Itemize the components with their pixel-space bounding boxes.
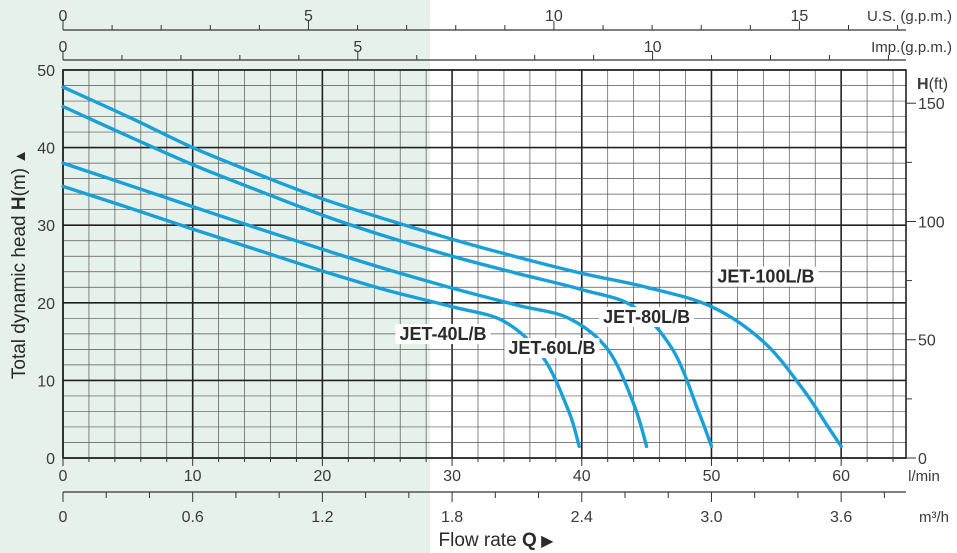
usgpm-tick-label: 10 bbox=[545, 8, 563, 25]
hft-tick-label: 50 bbox=[918, 333, 936, 350]
lmin-tick-label: 20 bbox=[313, 468, 331, 485]
impgpm-unit: Imp.(g.p.m.) bbox=[871, 39, 952, 56]
hm-tick-label: 30 bbox=[37, 218, 55, 235]
m3h-tick-label: 3.0 bbox=[700, 509, 722, 526]
usgpm-unit: U.S. (g.p.m.) bbox=[867, 8, 952, 25]
m3h-tick-label: 2.4 bbox=[571, 509, 593, 526]
m3h-tick-label: 1.2 bbox=[311, 509, 333, 526]
series-jet-40l-b-label: JET-40L/B bbox=[399, 324, 486, 344]
series-label-background bbox=[395, 324, 491, 345]
lmin-tick-label: 0 bbox=[59, 468, 68, 485]
hft-tick-label: 0 bbox=[918, 451, 927, 468]
m3h-tick-label: 0.6 bbox=[182, 509, 204, 526]
series-jet-80l-b-line bbox=[61, 104, 714, 449]
plot-frame bbox=[62, 69, 907, 459]
usgpm-tick-label: 5 bbox=[304, 8, 313, 25]
hft-unit: H(ft) bbox=[917, 76, 948, 93]
m3h-tick-label: 0 bbox=[59, 509, 68, 526]
series-jet-100l-b-line bbox=[61, 85, 843, 449]
lmin-tick-label: 50 bbox=[703, 468, 721, 485]
series-label-background bbox=[504, 338, 600, 359]
y-axis-title: Total dynamic head H(m) ▲ bbox=[9, 149, 30, 379]
series-jet-40l-b-line bbox=[61, 184, 581, 449]
usgpm-tick-label: 15 bbox=[791, 8, 809, 25]
hm-tick-label: 50 bbox=[37, 63, 55, 80]
series-jet-60l-b-label-group: JET-60L/B bbox=[504, 338, 600, 359]
series-jet-100l-b-label-group: JET-100L/B bbox=[713, 266, 819, 287]
hm-tick-label: 40 bbox=[37, 141, 55, 158]
axes bbox=[62, 21, 916, 502]
series-label-background bbox=[713, 266, 819, 287]
lmin-tick-label: 10 bbox=[184, 468, 202, 485]
series-layer bbox=[61, 85, 843, 449]
lmin-unit: l/min bbox=[908, 468, 940, 485]
series-jet-60l-b-label: JET-60L/B bbox=[508, 338, 595, 358]
lmin-tick-label: 30 bbox=[443, 468, 461, 485]
series-jet-80l-b-label: JET-80L/B bbox=[603, 307, 690, 327]
series-jet-40l-b-label-group: JET-40L/B bbox=[395, 324, 491, 345]
series-jet-60l-b-line bbox=[61, 161, 649, 449]
series-labels: JET-40L/B JET-60L/B JET-80L/B JET-100L/B bbox=[395, 266, 819, 359]
series-jet-100l-b-label: JET-100L/B bbox=[717, 267, 814, 287]
lmin-tick-label: 40 bbox=[573, 468, 591, 485]
x-axis-title: Flow rate Q ▶ bbox=[439, 530, 555, 551]
lmin-tick-label: 60 bbox=[832, 468, 850, 485]
hft-tick-label: 150 bbox=[918, 96, 945, 113]
hm-tick-label: 20 bbox=[37, 296, 55, 313]
hft-tick-label: 100 bbox=[918, 214, 945, 231]
impgpm-tick-label: 10 bbox=[644, 39, 662, 56]
impgpm-tick-label: 0 bbox=[59, 39, 68, 56]
m3h-tick-label: 3.6 bbox=[830, 509, 852, 526]
usgpm-tick-label: 0 bbox=[59, 8, 68, 25]
hm-tick-label: 0 bbox=[46, 451, 55, 468]
m3h-tick-label: 1.8 bbox=[441, 509, 463, 526]
m3h-unit: m³/h bbox=[919, 509, 949, 526]
series-jet-80l-b-label-group: JET-80L/B bbox=[599, 306, 695, 327]
hm-tick-label: 10 bbox=[37, 373, 55, 390]
impgpm-tick-label: 5 bbox=[353, 39, 362, 56]
series-label-background bbox=[599, 306, 695, 327]
